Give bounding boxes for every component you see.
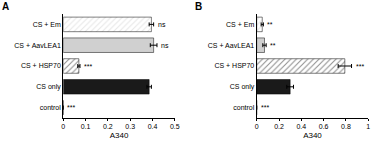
- svg-text:0: 0: [61, 123, 65, 130]
- svg-text:***: ***: [67, 104, 75, 111]
- svg-text:0.4: 0.4: [296, 123, 306, 130]
- svg-text:CS + HSP70: CS + HSP70: [214, 62, 254, 69]
- svg-text:0.8: 0.8: [341, 123, 351, 130]
- svg-text:**: **: [267, 21, 273, 28]
- svg-text:A340: A340: [110, 131, 129, 140]
- svg-text:***: ***: [261, 104, 269, 111]
- svg-text:**: **: [270, 42, 276, 49]
- svg-text:0.3: 0.3: [125, 123, 135, 130]
- svg-text:CS + Em: CS + Em: [33, 21, 61, 28]
- svg-text:B: B: [195, 1, 202, 12]
- svg-text:0.5: 0.5: [170, 123, 180, 130]
- svg-text:ns: ns: [161, 42, 169, 49]
- svg-text:A: A: [2, 1, 9, 12]
- svg-text:***: ***: [84, 63, 92, 70]
- svg-text:0.2: 0.2: [274, 123, 284, 130]
- svg-text:0: 0: [255, 123, 259, 130]
- svg-text:control: control: [40, 104, 61, 111]
- svg-text:CS only: CS only: [36, 83, 61, 91]
- svg-text:CS + HSP70: CS + HSP70: [21, 62, 61, 69]
- svg-text:0.6: 0.6: [319, 123, 329, 130]
- svg-text:ns: ns: [158, 21, 166, 28]
- svg-text:CS only: CS only: [230, 83, 255, 91]
- svg-text:CS + AavLEA1: CS + AavLEA1: [14, 42, 61, 49]
- svg-text:0.4: 0.4: [148, 123, 158, 130]
- svg-text:CS + AavLEA1: CS + AavLEA1: [208, 42, 255, 49]
- svg-text:1: 1: [366, 123, 370, 130]
- svg-text:0.1: 0.1: [81, 123, 91, 130]
- svg-text:CS + Em: CS + Em: [226, 21, 254, 28]
- svg-text:A340: A340: [303, 131, 322, 140]
- svg-text:0.2: 0.2: [103, 123, 113, 130]
- svg-text:control: control: [233, 104, 254, 111]
- svg-text:***: ***: [356, 63, 364, 70]
